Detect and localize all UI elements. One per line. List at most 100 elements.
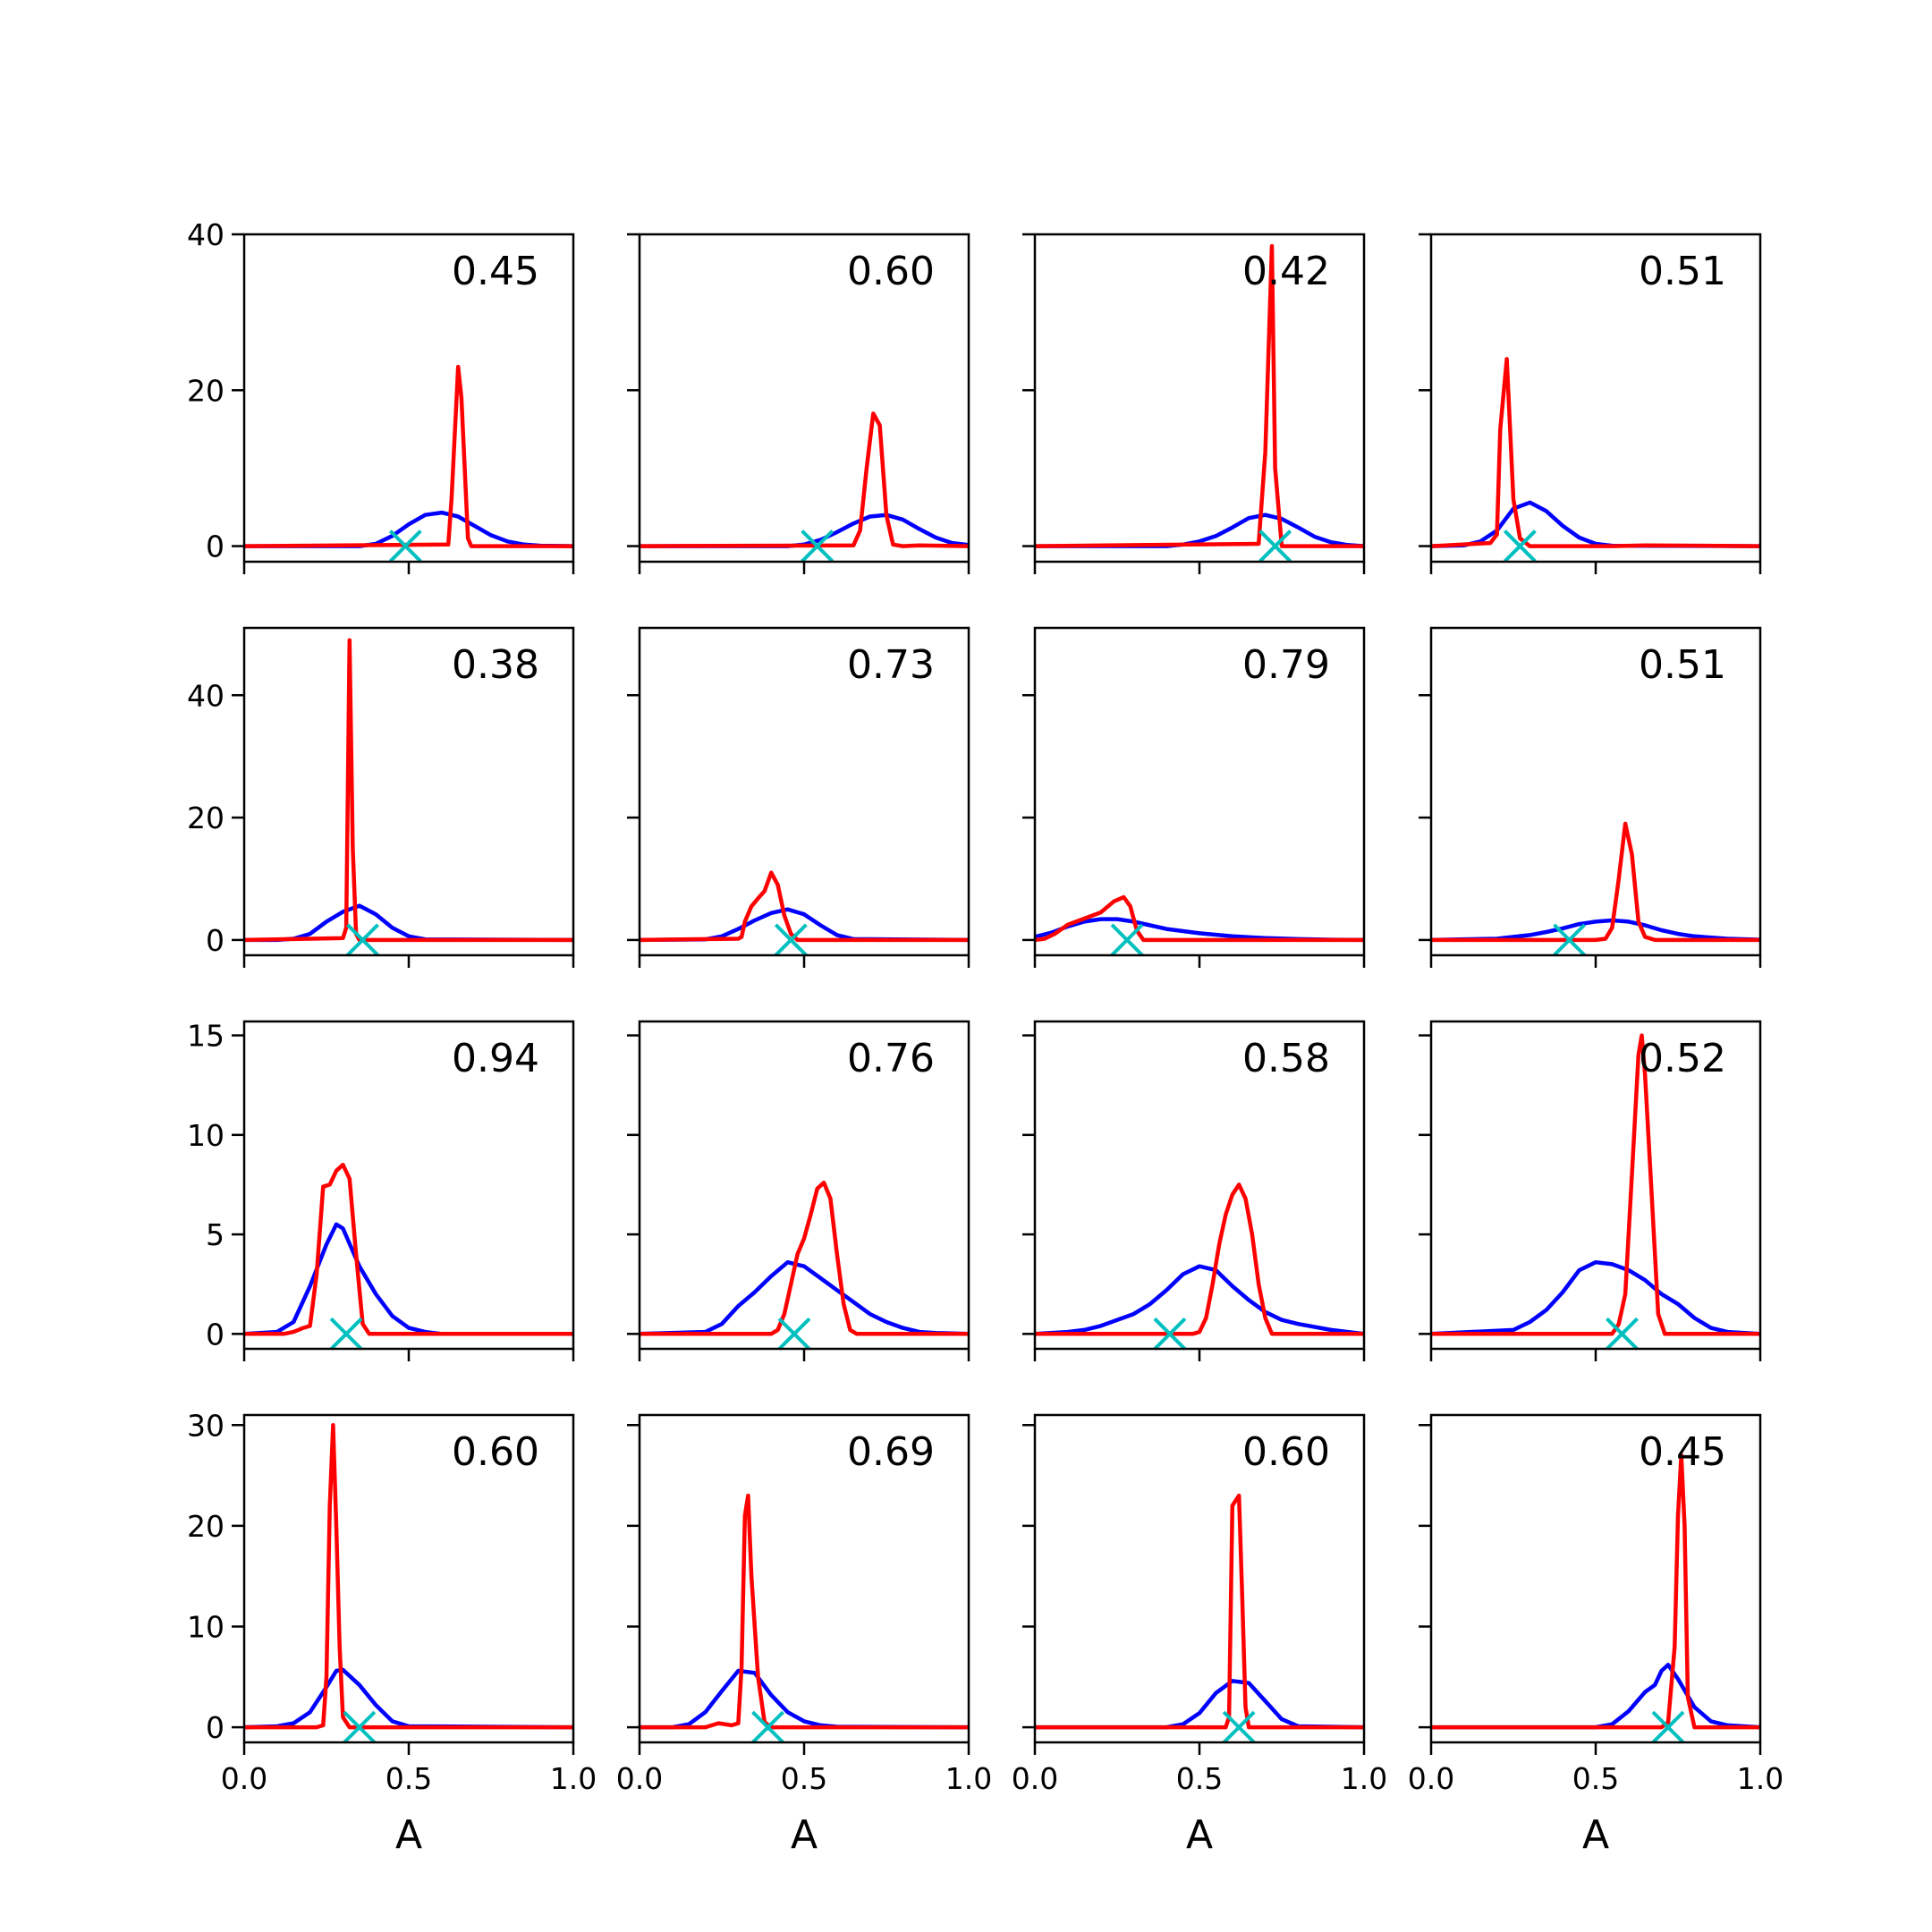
x-tick-label: 0.5 [1176,1761,1223,1796]
y-tick-label: 15 [187,1019,225,1054]
panel-value-label: 0.58 [1242,1036,1330,1081]
x-tick-label: 1.0 [1737,1761,1784,1796]
x-axis-title: A [1186,1812,1213,1858]
x-marker [1553,923,1586,957]
y-tick-label: 10 [187,1118,225,1153]
x-marker [343,1710,377,1744]
panel-r2-c0: 0.94 0 5 10 15 [187,1019,575,1361]
x-axis-title: A [1582,1812,1609,1858]
plot-area [1431,821,1760,943]
plot-area [1035,894,1364,943]
red-density-line [1431,357,1760,548]
red-density-line [1035,243,1364,548]
x-marker [1606,1317,1639,1351]
panel-value-label: 0.42 [1242,249,1330,294]
y-tick-label: 0 [206,1710,225,1745]
plot-area [640,870,969,943]
panel-r1-c2: 0.79 [1022,626,1366,968]
red-density-line [1035,894,1364,943]
panel-value-label: 0.94 [452,1036,539,1081]
blue-density-line [1431,1663,1760,1730]
blue-density-line [1431,1259,1760,1336]
plot-area [244,364,573,548]
panel-value-label: 0.69 [847,1429,935,1475]
red-density-line [244,1423,573,1730]
x-marker [751,1710,784,1744]
panel-value-label: 0.45 [1639,1429,1726,1475]
panel-value-label: 0.60 [452,1429,539,1475]
panel-value-label: 0.60 [1242,1429,1330,1475]
y-tick-label: 40 [187,678,225,713]
x-tick-label: 0.5 [781,1761,827,1796]
plot-area [244,1162,573,1336]
plot-area [1431,357,1760,548]
panel-value-label: 0.38 [452,642,539,688]
plot-area [1035,243,1364,548]
x-tick-label: 0.0 [616,1761,663,1796]
x-marker [801,530,835,563]
x-marker [1651,1710,1685,1744]
plot-area [1431,1033,1760,1336]
y-tick-label: 30 [187,1408,225,1443]
x-tick-label: 0.5 [386,1761,432,1796]
x-tick-label: 0.0 [1408,1761,1454,1796]
y-tick-label: 0 [206,1317,225,1352]
panel-r1-c0: 0.38 0 20 40 [187,626,575,968]
x-marker [1110,923,1144,957]
panel-r0-c3: 0.51 [1419,233,1762,574]
red-density-line [1431,1033,1760,1336]
panel-r2-c2: 0.58 [1022,1020,1366,1361]
panel-value-label: 0.45 [452,249,539,294]
blue-density-line [1035,1679,1364,1730]
x-marker [774,923,808,957]
blue-density-line [244,1222,573,1336]
plot-area [244,1423,573,1730]
x-tick-label: 1.0 [945,1761,992,1796]
x-marker [346,923,379,957]
panel-value-label: 0.51 [1639,642,1726,688]
panel-r1-c1: 0.73 [627,626,970,968]
panel-r2-c3: 0.52 [1419,1020,1762,1361]
y-tick-label: 5 [206,1217,225,1252]
y-tick-label: 20 [187,373,225,408]
y-tick-label: 10 [187,1609,225,1644]
red-density-line [244,364,573,548]
red-density-line [1035,1182,1364,1336]
y-tick-label: 0 [206,923,225,958]
plot-area [244,638,573,943]
panel-r2-c1: 0.76 [627,1020,970,1361]
red-density-line [640,870,969,943]
panel-r3-c1: 0.69 0.0 0.5 1.0 A [616,1413,992,1858]
x-marker [1153,1317,1187,1351]
x-tick-label: 0.0 [221,1761,267,1796]
x-tick-label: 0.5 [1572,1761,1619,1796]
panel-r0-c1: 0.60 [627,233,970,574]
red-density-line [640,411,969,548]
x-marker [777,1317,811,1351]
panel-value-label: 0.73 [847,642,935,688]
plot-area [1035,1182,1364,1336]
panel-value-label: 0.79 [1242,642,1330,688]
panel-r3-c3: 0.45 0.0 0.5 1.0 A [1408,1413,1784,1858]
panel-r0-c2: 0.42 [1022,233,1366,574]
panel-value-label: 0.51 [1639,249,1726,294]
x-axis-title: A [395,1812,422,1858]
x-marker [1258,530,1292,563]
plot-area [640,411,969,548]
red-density-line [1431,821,1760,943]
red-density-line [244,638,573,943]
panel-value-label: 0.60 [847,249,935,294]
blue-density-line [640,1259,969,1336]
y-tick-label: 40 [187,217,225,252]
y-tick-label: 20 [187,1509,225,1544]
panel-r1-c3: 0.51 [1419,626,1762,968]
panel-r3-c2: 0.60 0.0 0.5 1.0 A [1012,1413,1387,1858]
y-tick-label: 20 [187,801,225,835]
x-tick-label: 0.0 [1012,1761,1058,1796]
red-density-line [244,1162,573,1336]
x-tick-label: 1.0 [1341,1761,1387,1796]
panel-r3-c0: 0.60 0.0 0.5 1.0 A 0 10 20 30 [187,1408,597,1858]
x-marker [1222,1710,1256,1744]
